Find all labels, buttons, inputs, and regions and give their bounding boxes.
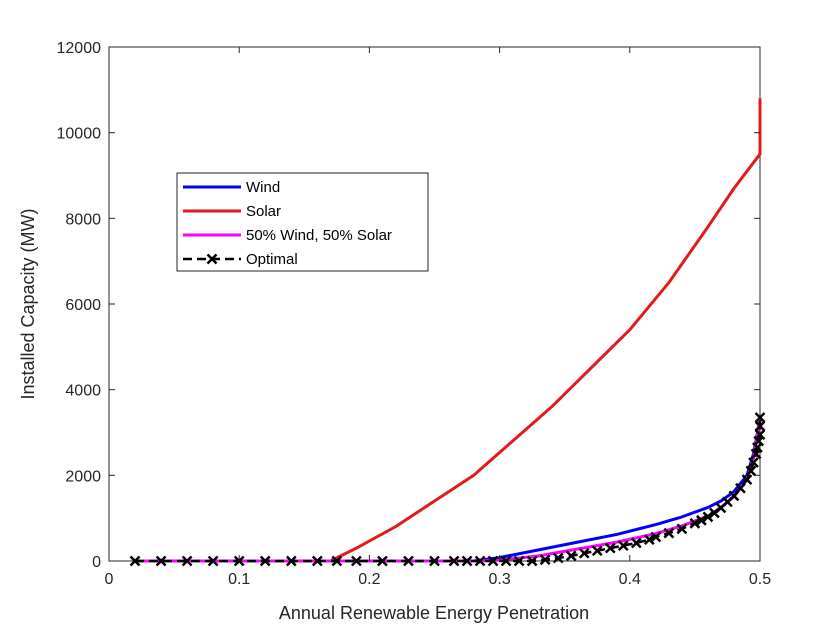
data-point-optimal [565, 550, 577, 562]
data-point-optimal [604, 542, 616, 554]
data-point-optimal [741, 474, 753, 486]
plot-area [108, 46, 761, 562]
y-tick-label: 8000 [65, 211, 101, 228]
y-tick-label: 4000 [65, 383, 101, 400]
data-point-optimal [500, 555, 512, 567]
legend-item-optimal: Optimal [183, 251, 298, 268]
data-point-optimal [539, 554, 551, 566]
data-point-optimal [754, 429, 766, 441]
data-point-optimal [181, 555, 193, 567]
legend-item-50-wind-50-solar: 50% Wind, 50% Solar [183, 227, 392, 244]
y-tick-label: 12000 [57, 40, 102, 57]
data-point-optimal [696, 514, 707, 526]
data-point-optimal [552, 552, 564, 564]
data-point-optimal [129, 555, 141, 567]
legend-item-solar: Solar [183, 203, 281, 220]
data-point-optimal [474, 555, 486, 567]
data-point-optimal [650, 531, 662, 543]
data-point-optimal [461, 555, 473, 567]
data-point-optimal [735, 482, 746, 494]
y-tick-label: 0 [92, 554, 101, 571]
legend-box [176, 172, 429, 272]
data-point-optimal [591, 545, 603, 557]
data-point-optimal [526, 555, 538, 567]
data-point-optimal [207, 555, 219, 567]
data-point-optimal [643, 534, 655, 545]
y-tick-label: 6000 [65, 297, 101, 314]
ticks-layer: 0 0.1 0.2 0.3 0.4 0.5 0 2000 4000 6000 8000 10000 12… [57, 40, 772, 588]
data-point-optimal [513, 555, 525, 567]
x-tick-label: 0.5 [749, 571, 771, 588]
x-tick-label: 0 [105, 571, 114, 588]
legend-label: Wind [246, 179, 280, 196]
data-point-optimal [285, 555, 297, 567]
data-point-optimal [403, 555, 414, 567]
series-layer [129, 98, 766, 567]
data-point-optimal [689, 517, 701, 529]
data-point-optimal [702, 511, 714, 523]
x-tick-label: 0.3 [488, 571, 510, 588]
series-optimal [129, 412, 766, 567]
data-point-optimal [448, 555, 460, 567]
x-tick-label: 0.1 [228, 571, 250, 588]
y-tick-label: 10000 [57, 126, 102, 143]
data-point-optimal [155, 555, 167, 567]
legend: Wind Solar 50% Wind, 50% Solar Optimal [176, 172, 429, 272]
data-point-optimal [259, 555, 271, 567]
data-point-optimal [331, 555, 343, 567]
legend-marker [206, 253, 218, 265]
data-point-optimal [745, 465, 757, 477]
data-point-optimal [377, 555, 388, 567]
data-point-optimal [578, 547, 590, 559]
legend-label: Optimal [246, 251, 298, 268]
data-point-optimal [350, 555, 362, 567]
x-axis-title: Annual Renewable Energy Penetration [279, 603, 589, 623]
data-point-optimal [754, 412, 766, 423]
legend-label: Solar [246, 203, 281, 220]
x-tick-label: 0.2 [358, 571, 380, 588]
data-point-optimal [748, 457, 759, 468]
series-solar [135, 98, 762, 563]
data-point-optimal [676, 523, 688, 535]
data-point-optimal [311, 555, 323, 567]
data-point-optimal [617, 540, 629, 551]
data-point-optimal [429, 555, 440, 567]
data-point-optimal [754, 420, 766, 432]
y-tick-label: 2000 [65, 468, 101, 485]
y-axis-title: Installed Capacity (MW) [18, 208, 38, 399]
legend-item-wind: Wind [183, 179, 280, 196]
data-point-optimal [630, 537, 642, 549]
legend-label: 50% Wind, 50% Solar [246, 227, 392, 244]
series-line-solar [135, 98, 762, 563]
data-point-optimal [487, 555, 499, 567]
data-point-optimal [663, 527, 675, 539]
x-tick-label: 0.4 [619, 571, 641, 588]
